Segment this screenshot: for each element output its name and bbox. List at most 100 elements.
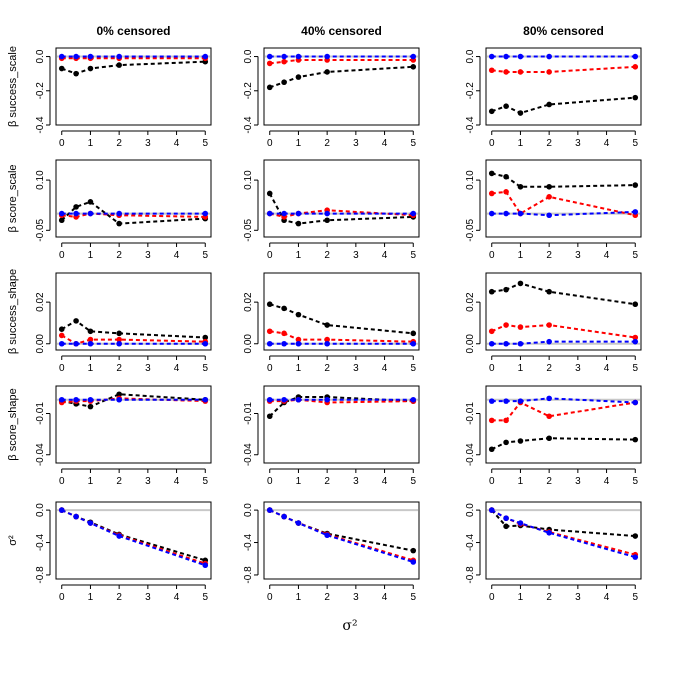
x-tick-label: 5 — [202, 363, 208, 374]
data-point-red — [116, 336, 122, 343]
series-line-black — [269, 65, 414, 89]
y-tick-label: -0.05 — [35, 218, 46, 241]
x-tick-label: 3 — [145, 592, 151, 603]
data-point-black — [410, 330, 417, 337]
y-tick-label: 0.0 — [465, 503, 476, 517]
x-tick-label: 4 — [604, 363, 610, 374]
series-line-black — [61, 509, 206, 562]
data-point-black — [517, 110, 524, 116]
x-tick-label: 2 — [324, 476, 330, 487]
data-point-red — [87, 336, 94, 343]
plot-frame — [55, 272, 212, 351]
series-line-black — [491, 96, 636, 115]
x-tick-label: 3 — [575, 138, 581, 149]
y-tick-label: -0.2 — [35, 82, 46, 100]
x-tick-label: 1 — [518, 250, 524, 261]
column-title: 40% censored — [301, 24, 382, 38]
x-tick-label: 3 — [145, 476, 151, 487]
data-point-black — [410, 547, 417, 554]
plot-frame — [485, 385, 642, 464]
x-tick-label: 2 — [116, 592, 122, 603]
data-point-blue — [281, 513, 287, 520]
y-tick-label: 0.0 — [465, 49, 476, 63]
y-tick-label: -0.4 — [465, 533, 476, 551]
x-tick-label: 1 — [518, 476, 524, 487]
y-tick-label: -0.05 — [243, 218, 254, 241]
y-tick-label: 0.0 — [35, 503, 46, 517]
data-point-black — [87, 65, 94, 72]
column-title: 80% censored — [523, 24, 604, 38]
data-point-blue — [503, 340, 509, 347]
x-tick-label: 1 — [518, 138, 524, 149]
data-point-blue — [632, 338, 639, 345]
series-line-red — [491, 65, 636, 73]
plot-frame — [485, 272, 642, 351]
x-tick-label: 4 — [604, 476, 610, 487]
data-point-blue — [202, 396, 209, 403]
data-point-blue — [324, 396, 330, 403]
series-line-red — [491, 509, 636, 556]
data-point-black — [517, 183, 524, 190]
data-point-blue — [116, 396, 122, 403]
x-tick-label: 1 — [88, 250, 94, 261]
data-point-blue — [58, 507, 65, 513]
data-point-blue — [324, 532, 330, 539]
series-line-black — [490, 509, 636, 538]
y-tick-label: -0.01 — [243, 402, 254, 425]
x-tick-label: 1 — [518, 592, 524, 603]
x-tick-label: 0 — [267, 592, 273, 603]
data-point-blue — [73, 210, 79, 217]
column-title: 0% censored — [96, 24, 170, 38]
data-point-black — [410, 64, 417, 70]
series-line-black — [491, 282, 636, 306]
x-tick-label: 4 — [174, 138, 180, 149]
data-point-black — [266, 301, 273, 308]
data-point-black — [488, 446, 495, 453]
data-point-black — [632, 94, 639, 101]
x-tick-label: 3 — [353, 476, 359, 487]
series-line-red — [61, 509, 206, 565]
data-point-blue — [202, 340, 209, 347]
data-point-black — [116, 391, 122, 398]
x-tick-label: 4 — [174, 476, 180, 487]
x-tick-label: 1 — [88, 138, 94, 149]
data-point-blue — [488, 340, 495, 347]
y-tick-label: -0.8 — [35, 566, 46, 584]
data-point-black — [73, 318, 79, 324]
data-point-black — [517, 438, 524, 444]
data-point-black — [503, 439, 509, 446]
data-point-blue — [73, 513, 79, 520]
data-point-black — [295, 74, 302, 80]
series-line-black — [61, 200, 206, 225]
data-point-blue — [87, 520, 94, 526]
data-point-black — [546, 435, 552, 442]
data-point-black — [73, 204, 79, 210]
x-tick-label: 1 — [518, 363, 524, 374]
data-point-red — [281, 330, 287, 337]
x-tick-label: 5 — [410, 250, 416, 261]
data-point-blue — [281, 340, 287, 347]
series-line-black — [61, 60, 206, 75]
data-point-blue — [632, 53, 639, 60]
data-point-blue — [632, 399, 639, 406]
x-tick-label: 5 — [202, 138, 208, 149]
x-tick-label: 5 — [632, 250, 638, 261]
data-point-black — [324, 322, 330, 328]
data-point-blue — [410, 396, 417, 403]
data-point-black — [632, 182, 639, 188]
plot-frame — [263, 385, 420, 464]
data-point-red — [281, 58, 287, 65]
data-point-blue — [58, 210, 65, 217]
data-point-red — [546, 69, 552, 75]
series-line-black — [269, 303, 414, 335]
data-point-blue — [503, 53, 509, 60]
y-tick-label: -0.4 — [35, 116, 46, 134]
x-tick-label: 2 — [116, 250, 122, 261]
series-line-red — [491, 190, 636, 217]
x-tick-label: 5 — [410, 363, 416, 374]
data-point-blue — [73, 396, 79, 403]
plot-frame — [263, 272, 420, 351]
x-tick-label: 3 — [145, 363, 151, 374]
data-point-red — [324, 336, 330, 343]
y-axis-title: β score_shape — [7, 388, 19, 460]
